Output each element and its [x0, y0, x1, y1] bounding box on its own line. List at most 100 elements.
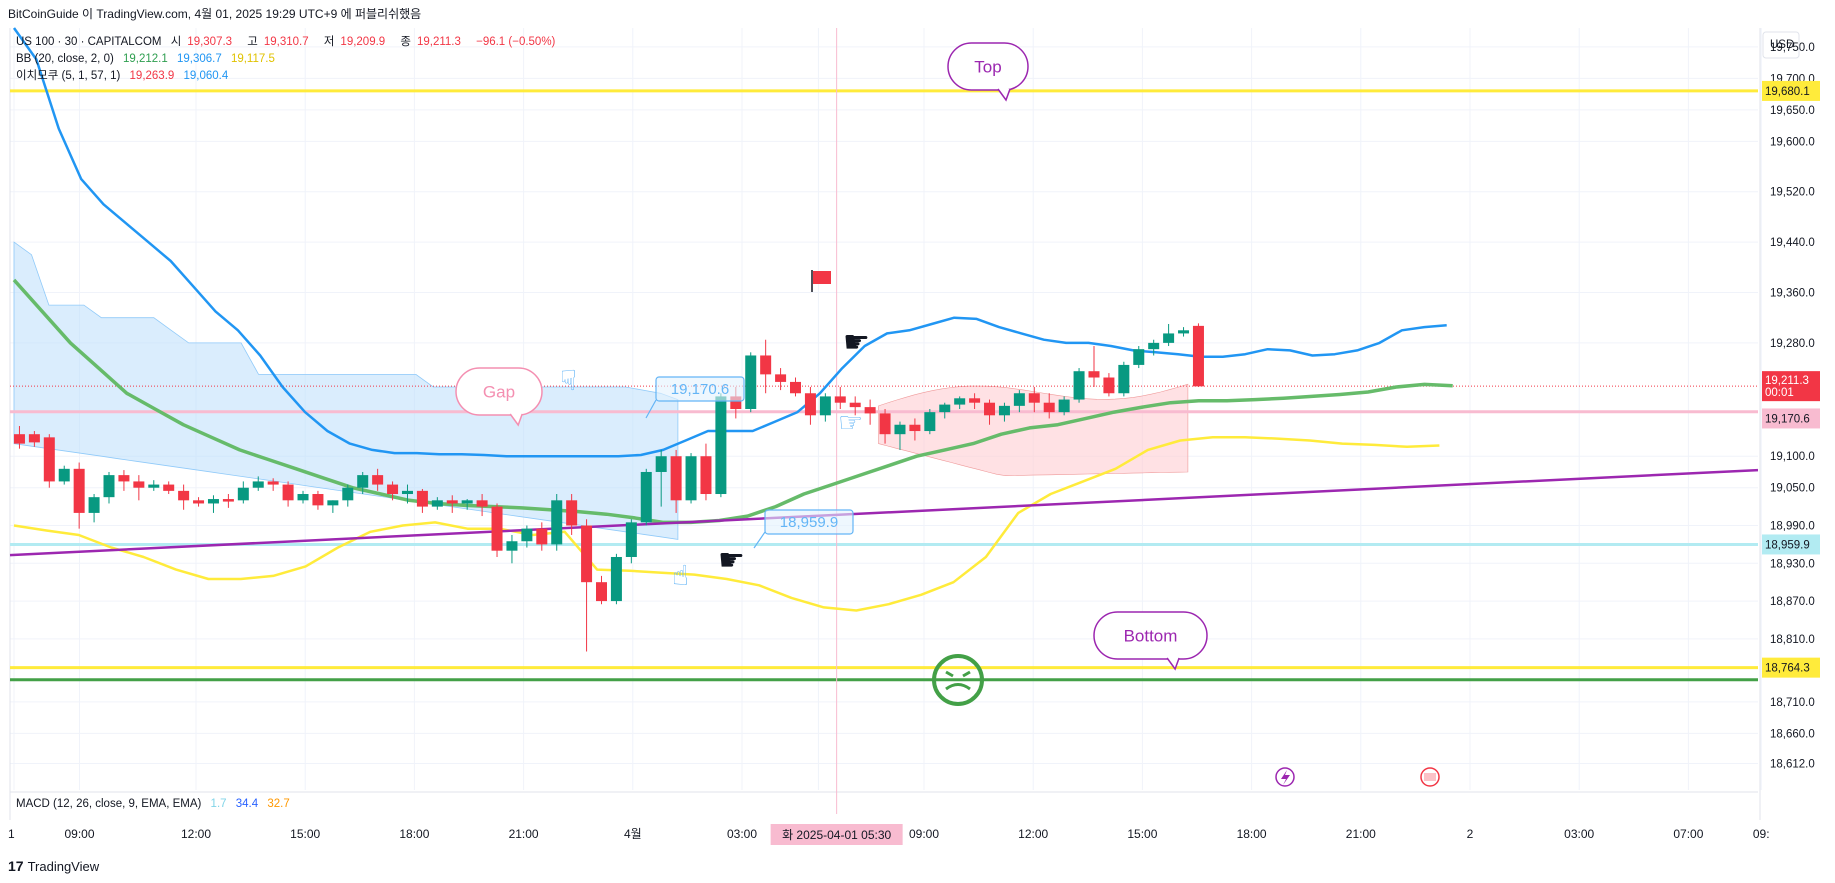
candle-body[interactable] [790, 381, 802, 394]
currency-button[interactable] [1762, 31, 1800, 59]
candle-body[interactable] [1103, 377, 1115, 394]
candle-body[interactable] [655, 456, 667, 472]
candle-body[interactable] [282, 484, 294, 501]
candle-body[interactable] [924, 412, 936, 432]
candle-body[interactable] [1028, 393, 1040, 403]
tradingview-logo-icon[interactable]: 17 [8, 858, 24, 874]
candle-body[interactable] [118, 475, 130, 482]
price-tag-18764[interactable] [1762, 657, 1820, 678]
candle-body[interactable] [342, 487, 354, 501]
candle-body[interactable] [461, 500, 473, 504]
candle-body[interactable] [178, 490, 190, 501]
price-tag-last[interactable] [1762, 371, 1820, 402]
candle-body[interactable] [984, 402, 996, 416]
candle-body[interactable] [909, 424, 921, 432]
candle-body[interactable] [521, 528, 533, 542]
candle-body[interactable] [998, 405, 1010, 416]
candle-body[interactable] [670, 456, 682, 501]
candle-body[interactable] [700, 456, 712, 495]
candle-body[interactable] [312, 494, 324, 506]
candle-body[interactable] [1192, 325, 1204, 387]
annotation-gap[interactable]: Gap [455, 367, 543, 427]
candle-body[interactable] [148, 484, 160, 488]
candle-body[interactable] [357, 475, 369, 488]
price-tag-19680[interactable] [1762, 80, 1820, 101]
candle-body[interactable] [1118, 364, 1130, 394]
candle-body[interactable] [954, 398, 966, 405]
candle-body[interactable] [819, 396, 831, 416]
candle-body[interactable] [685, 456, 697, 501]
candle-body[interactable] [775, 374, 787, 382]
hand-pointer-icon[interactable]: ☛ [718, 543, 745, 578]
price-tag-19170[interactable] [1762, 408, 1820, 429]
trend-line[interactable] [9, 468, 1759, 557]
ichimoku-label[interactable]: 이치모쿠 (5, 1, 57, 1) [16, 70, 121, 82]
candle-body[interactable] [969, 398, 981, 403]
candle-body[interactable] [1088, 371, 1100, 378]
candle-body[interactable] [1073, 371, 1085, 400]
candle-body[interactable] [133, 481, 145, 488]
candle-body[interactable] [103, 475, 115, 498]
candle-body[interactable] [58, 468, 70, 482]
bb-label[interactable]: BB (20, close, 2, 0) [16, 53, 114, 65]
hand-pointer-icon[interactable]: ☛ [843, 325, 870, 360]
flag-icon[interactable] [813, 271, 831, 284]
candle-body[interactable] [640, 471, 652, 523]
hand-pointer-icon[interactable]: ☟ [560, 364, 577, 397]
price-tag-18959[interactable] [1762, 534, 1820, 555]
candle-body[interactable] [715, 396, 727, 495]
annotation-top[interactable]: Top [947, 42, 1029, 102]
candle-body[interactable] [28, 434, 40, 443]
candle-body[interactable] [491, 506, 503, 551]
candle-body[interactable] [13, 434, 25, 444]
candle-body[interactable] [939, 404, 951, 413]
candle-body[interactable] [327, 500, 339, 506]
candle-body[interactable] [760, 355, 772, 375]
candle-body[interactable] [551, 500, 563, 545]
candle-body[interactable] [804, 393, 816, 416]
callout-18959[interactable]: 18,959.9 [764, 509, 854, 535]
candle-body[interactable] [1013, 393, 1025, 406]
candle-body[interactable] [566, 500, 578, 526]
footer-brand[interactable]: TradingView [27, 858, 100, 874]
candle-body[interactable] [387, 484, 399, 495]
candle-body[interactable] [267, 481, 279, 485]
callout-19170[interactable]: 19,170.6 [655, 376, 745, 402]
candle-body[interactable] [73, 468, 85, 513]
sad-face-icon[interactable] [932, 654, 984, 706]
candle-body[interactable] [730, 396, 742, 409]
candle-body[interactable] [506, 541, 518, 551]
candle-body[interactable] [625, 522, 637, 557]
macd-label[interactable]: MACD (12, 26, close, 9, EMA, EMA) [16, 798, 202, 810]
candle-body[interactable] [1058, 399, 1070, 413]
candle-body[interactable] [446, 500, 458, 504]
candle-body[interactable] [849, 402, 861, 408]
hand-pointer-icon[interactable]: ☞ [838, 406, 863, 439]
candle-body[interactable] [536, 528, 548, 545]
candle-body[interactable] [894, 424, 906, 435]
candle-body[interactable] [1163, 333, 1175, 343]
candle-body[interactable] [431, 500, 443, 507]
hand-pointer-icon[interactable]: ☝ [672, 559, 689, 592]
candle-body[interactable] [581, 525, 593, 583]
candle-body[interactable] [237, 487, 249, 501]
candle-body[interactable] [252, 481, 264, 488]
us-flag-event-icon[interactable] [1420, 767, 1440, 787]
candle-body[interactable] [416, 490, 428, 507]
candle-body[interactable] [43, 437, 55, 482]
candle-body[interactable] [1148, 342, 1160, 350]
candle-body[interactable] [193, 500, 205, 504]
price-chart[interactable]: Top Bottom Gap 19,170.6 18,959.9 ☛ ☛ ☟ ☝ ☞ 18,612.… [0, 0, 1835, 855]
candle-body[interactable] [372, 475, 384, 485]
candle-body[interactable] [595, 582, 607, 602]
candle-body[interactable] [476, 500, 488, 507]
candle-body[interactable] [1178, 330, 1190, 334]
candle-body[interactable] [834, 396, 846, 403]
candle-body[interactable] [745, 355, 757, 409]
symbol-name[interactable]: US 100 · 30 · CAPITALCOM [16, 36, 162, 48]
candle-body[interactable] [163, 484, 175, 491]
candle-body[interactable] [207, 499, 219, 504]
candle-body[interactable] [610, 556, 622, 602]
candle-body[interactable] [297, 494, 309, 501]
annotation-bottom[interactable]: Bottom [1093, 611, 1208, 671]
